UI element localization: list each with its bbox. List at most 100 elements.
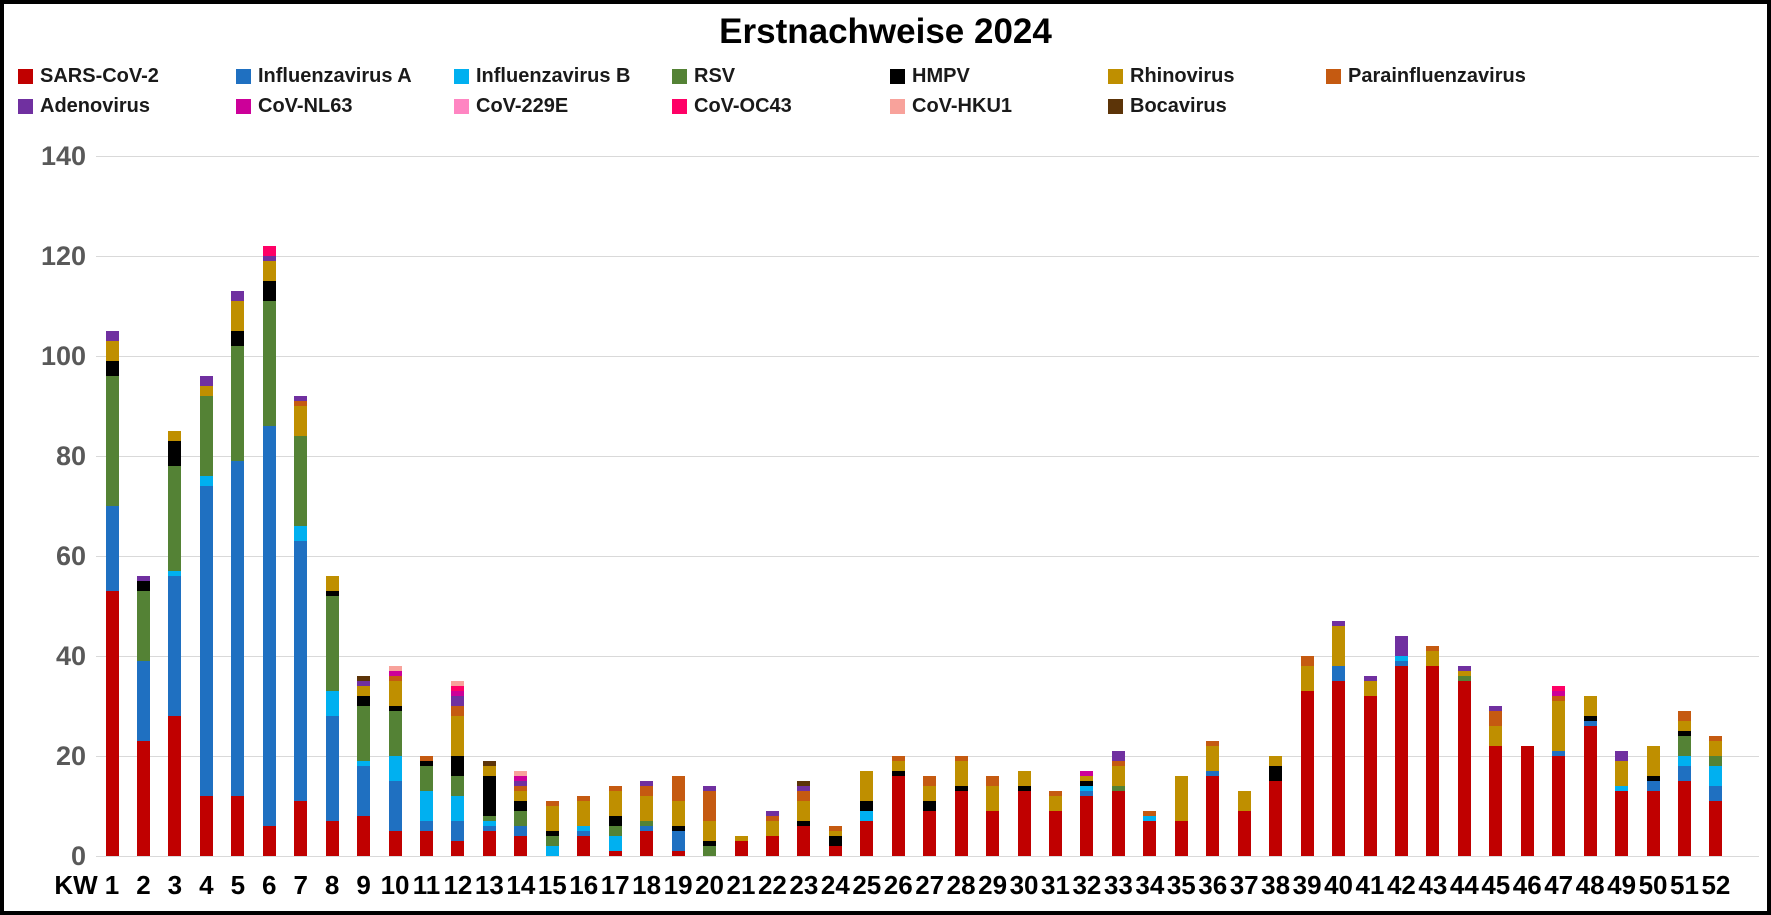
bar-segment-SARS-CoV-2-kw-5 [231,796,245,856]
bar-segment-SARS-CoV-2-kw-19 [671,851,685,856]
bar-segment-RSV-kw-2 [136,591,150,661]
bar-segment-Rhinovirus-kw-26 [891,761,905,771]
bar-kw-19 [671,4,685,856]
x-tick-label-52: 52 [1701,870,1731,900]
gridline-40 [96,656,1759,657]
bar-segment-Rhinovirus-kw-6 [262,261,276,281]
bar-kw-48 [1583,4,1597,856]
bar-segment-Rhinovirus-kw-44 [1457,671,1471,676]
bar-segment-RSV-kw-9 [357,706,371,761]
bar-segment-Rhinovirus-kw-4 [199,386,213,396]
bar-segment-Rhinovirus-kw-37 [1237,791,1251,811]
bar-segment-Parainfluenzavirus-kw-34 [1143,811,1157,816]
x-tick-label-11: 11 [412,870,441,900]
bar-segment-CoV-HKU1-kw-10 [388,666,402,671]
bar-kw-13 [482,4,496,856]
bar-kw-37 [1237,4,1251,856]
gridline-80 [96,456,1759,457]
bar-segment-HMPV-kw-9 [357,696,371,706]
bar-segment-Rhinovirus-kw-27 [923,786,937,801]
bar-segment-HMPV-kw-19 [671,826,685,831]
bar-segment-RSV-kw-44 [1457,676,1471,681]
bar-segment-SARS-CoV-2-kw-18 [640,831,654,856]
bar-segment-CoV-OC43-kw-47 [1552,686,1566,691]
bar-segment-HMPV-kw-8 [325,591,339,596]
legend-swatch-icon-SARS-CoV-2 [18,68,33,84]
bar-kw-43 [1426,4,1440,856]
x-axis-prefix: KW [54,870,98,900]
bar-segment-Rhinovirus-kw-40 [1332,626,1346,666]
bar-kw-44 [1457,4,1471,856]
legend-label-Adenovirus: Adenovirus [40,94,151,117]
bar-kw-41 [1363,4,1377,856]
bar-segment-Parainfluenzavirus-kw-12 [451,706,465,716]
bar-kw-6 [262,4,276,856]
bar-segment-Rhinovirus-kw-36 [1206,746,1220,771]
bar-segment-Rhinovirus-kw-31 [1049,796,1062,811]
legend-item-CoV-NL63: CoV-NL63 [236,94,352,118]
bar-segment-Influenzavirus A-kw-12 [451,821,465,841]
bar-kw-52 [1709,4,1723,856]
bar-kw-8 [325,4,339,856]
legend-label-CoV-NL63: CoV-NL63 [258,94,353,117]
x-tick-label-10: 10 [380,870,410,900]
x-tick-label-45: 45 [1481,870,1511,900]
y-tick-label-0: 0 [70,841,86,871]
legend-item-HMPV: HMPV [890,64,970,88]
bar-segment-HMPV-kw-28 [954,786,968,791]
bar-segment-SARS-CoV-2-kw-27 [923,811,937,856]
bar-kw-21 [734,4,748,856]
bar-segment-SARS-CoV-2-kw-49 [1615,791,1629,856]
bar-kw-9 [357,4,371,856]
bar-segment-Adenovirus-kw-12 [451,696,465,706]
bar-segment-Bocavirus-kw-23 [797,781,811,786]
bar-segment-Rhinovirus-kw-9 [357,686,371,696]
bar-segment-SARS-CoV-2-kw-17 [608,851,622,856]
bar-segment-HMPV-kw-48 [1583,716,1597,721]
legend-label-CoV-HKU1: CoV-HKU1 [912,94,1013,117]
bar-segment-Parainfluenzavirus-kw-47 [1552,696,1566,701]
bar-kw-38 [1269,4,1283,856]
bar-segment-Influenzavirus A-kw-14 [514,826,528,836]
bar-segment-Rhinovirus-kw-43 [1426,651,1440,666]
legend-item-Influenzavirus A: Influenzavirus A [236,64,412,88]
bar-segment-Influenzavirus B-kw-8 [325,691,339,716]
x-tick-label-16: 16 [569,870,599,900]
bar-segment-Rhinovirus-kw-47 [1552,701,1566,751]
legend-swatch-icon-RSV [672,68,687,84]
bar-segment-Influenzavirus B-kw-52 [1709,766,1723,786]
x-tick-label-47: 47 [1544,870,1574,900]
bar-segment-Influenzavirus A-kw-7 [294,541,308,801]
gridline-120 [96,256,1759,257]
x-tick-label-29: 29 [978,870,1008,900]
legend-item-Parainfluenzavirus: Parainfluenzavirus [1326,64,1526,88]
bar-segment-SARS-CoV-2-kw-21 [734,841,748,856]
bar-kw-12 [451,4,465,856]
bar-segment-RSV-kw-17 [608,826,622,836]
legend-swatch-icon-HMPV [890,68,905,84]
bar-segment-SARS-CoV-2-kw-46 [1520,746,1534,856]
legend-label-SARS-CoV-2: SARS-CoV-2 [40,64,159,87]
bar-segment-SARS-CoV-2-kw-38 [1269,781,1283,856]
x-tick-label-19: 19 [663,870,693,900]
bar-segment-SARS-CoV-2-kw-30 [1017,791,1031,856]
bar-segment-Influenzavirus A-kw-50 [1646,781,1660,791]
bar-segment-Parainfluenzavirus-kw-10 [388,676,402,681]
bar-segment-CoV-NL63-kw-47 [1552,691,1566,696]
bar-segment-HMPV-kw-30 [1017,786,1031,791]
bar-kw-16 [577,4,591,856]
bar-segment-Influenzavirus A-kw-4 [199,486,213,796]
bar-segment-Parainfluenzavirus-kw-19 [671,776,685,801]
bar-segment-RSV-kw-12 [451,776,465,796]
bar-segment-RSV-kw-33 [1111,786,1125,791]
x-tick-label-51: 51 [1670,870,1699,900]
gridline-20 [96,756,1759,757]
bar-segment-Parainfluenzavirus-kw-28 [954,756,968,761]
bar-segment-Rhinovirus-kw-1 [105,341,119,361]
bar-kw-1 [105,4,119,856]
legend-swatch-icon-Rhinovirus [1108,68,1123,84]
legend-label-CoV-229E: CoV-229E [476,94,569,117]
gridline-0 [96,856,1759,857]
bar-segment-SARS-CoV-2-kw-51 [1678,781,1691,856]
bar-kw-39 [1300,4,1314,856]
